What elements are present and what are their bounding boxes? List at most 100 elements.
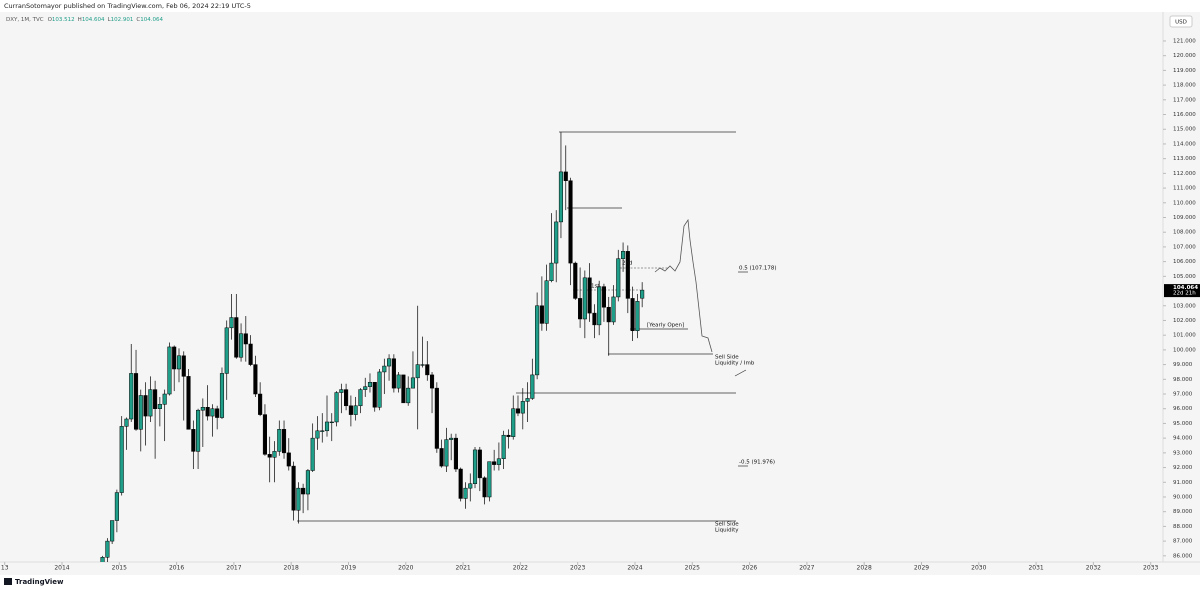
logo: TradingView [15,578,64,586]
candle-body [520,401,525,414]
y-tick-label: 106.000 [1173,259,1196,265]
candle-body [272,451,277,458]
x-tick-label: 2031 [1028,565,1043,572]
ohlc-letter: L [108,17,112,23]
candle-body [353,405,358,415]
candle-body [348,405,353,415]
y-tick-label: 95.000 [1173,421,1193,427]
candle-body [234,317,239,358]
candle-body [291,465,296,511]
annotation: 0.5 (107.178) [739,266,777,272]
candle-body [420,364,425,366]
candle-body [554,221,559,264]
x-tick-label: 2018 [284,565,299,572]
candle-body [449,437,454,440]
y-tick-label: 116.000 [1173,112,1196,118]
y-tick-label: 111.000 [1173,186,1196,192]
y-tick-label: 118.000 [1173,83,1196,89]
candle-body [616,258,621,298]
candle-body [492,461,497,465]
candle-body [391,358,396,389]
y-tick-label: 90.000 [1173,494,1193,500]
candle-body [458,468,463,499]
x-tick-label: 2021 [455,565,470,572]
x-tick-label: 2030 [971,565,986,572]
candle-body [124,418,129,427]
candle-body [305,470,310,495]
candle-body [635,301,640,332]
x-tick-label: 2026 [742,565,757,572]
y-tick-label: 94.000 [1173,436,1193,442]
candle-body [640,289,645,299]
y-tick-label: 91.000 [1173,480,1193,486]
candle-body [558,171,564,223]
candle-body [587,277,592,314]
y-tick-label: 112.000 [1173,171,1196,177]
candle-body [487,461,492,498]
x-tick-label: 2016 [169,565,184,572]
candle-body [181,355,186,377]
ohlc-value: 104.064 [140,17,163,23]
candle-body [157,404,162,409]
y-tick-label: 120.000 [1173,53,1196,59]
candle-body [138,395,143,430]
x-tick-label: 2028 [857,565,872,572]
publisher: CurranSotomayor published on TradingView… [4,2,251,10]
currency[interactable]: USD [1175,20,1187,26]
logo-icon [4,578,12,585]
liquidity-label: Liquidity [715,528,739,534]
candle-body [544,280,549,324]
ohlc-letter: C [136,17,140,23]
candle-body [310,437,315,471]
candle-body [621,251,626,259]
candle-body [344,389,349,407]
ohlc-value: 103.512 [52,17,75,23]
last-price: 104.064 [1173,285,1198,291]
y-tick-label: 92.000 [1173,465,1193,471]
candle-body [468,483,473,489]
candle-body [582,277,587,320]
x-tick-label: 2015 [112,565,127,572]
candle-body [530,374,535,399]
candle-body [439,448,444,467]
projection-path [654,218,713,353]
candle-body [301,487,306,495]
y-tick-label: 97.000 [1173,392,1193,398]
candle-body [262,414,268,455]
candle-body [630,298,635,332]
x-tick-label: 2029 [914,565,929,572]
y-tick-label: 113.000 [1173,156,1196,162]
candle-body [239,333,244,358]
candle-body [625,251,630,299]
candle-body [406,387,411,404]
candle-body [444,439,449,467]
x-tick-label: 2020 [398,565,413,572]
y-tick-label: 102.000 [1173,318,1196,324]
candle-body [482,477,487,498]
candle-body [511,408,516,437]
currency-button[interactable] [1169,15,1193,28]
ohlc-value: 104.604 [82,17,105,23]
candle-body [105,540,110,558]
candle-body [573,262,578,299]
candle-body [549,262,554,281]
candle-body [191,429,196,452]
candle-body [401,374,406,404]
candle-body [506,434,511,437]
y-tick-label: 101.000 [1173,333,1196,339]
candle-body [210,408,215,417]
candle-body [200,407,205,411]
y-tick-label: 114.000 [1173,141,1196,147]
candle-body [172,346,177,370]
candle-body [219,373,225,418]
candle-body [129,373,134,420]
candle-body [267,454,272,458]
last-price-box [1164,284,1200,298]
candle-body [453,437,458,470]
candle-body [339,389,344,393]
candle-body [167,346,172,395]
x-tick-label: 2032 [1086,565,1101,572]
annotation: 2nd [622,261,632,267]
candle-body [496,458,501,465]
liquidity-label: Sell Side [715,522,739,528]
